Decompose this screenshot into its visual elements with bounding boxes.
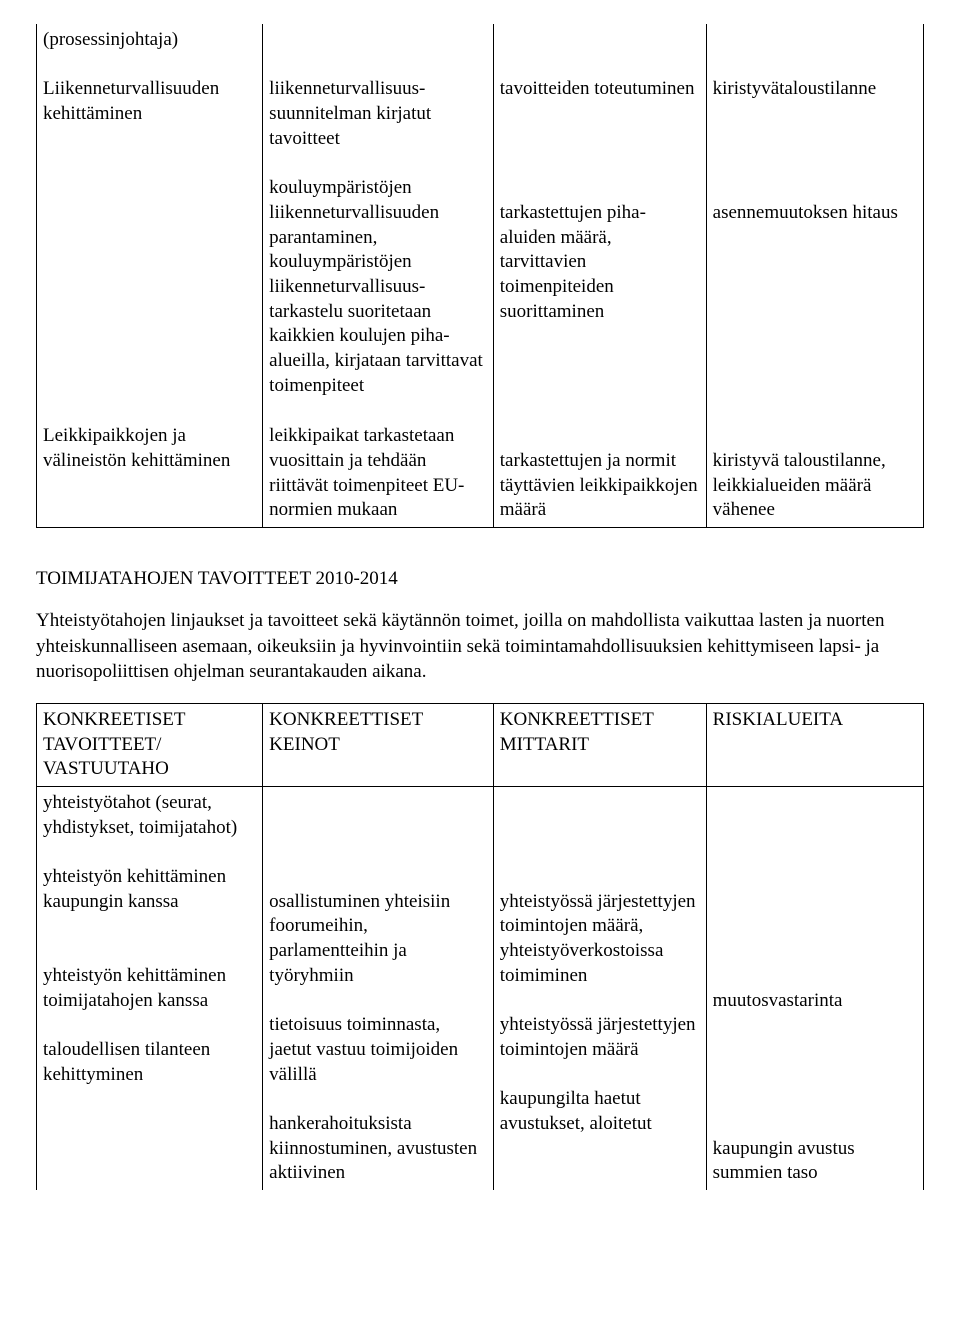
cell-text: muutosvastarinta kaupungin avustus summi…	[713, 791, 917, 1186]
table-one: (prosessinjohtaja) Liikenneturvallisuude…	[36, 24, 924, 528]
section-heading: TOIMIJATAHOJEN TAVOITTEET 2010-2014	[36, 568, 924, 590]
header-cell: RISKIALUEITA	[713, 708, 917, 733]
table-row: (prosessinjohtaja) Liikenneturvallisuude…	[37, 24, 924, 402]
cell-text: yhteistyötahot (seurat, yhdistykset, toi…	[43, 791, 256, 1087]
header-cell: KONKREETISET TAVOITTEET/ VASTUUTAHO	[43, 708, 256, 782]
table-two: KONKREETISET TAVOITTEET/ VASTUUTAHO KONK…	[36, 703, 924, 1190]
cell-text: kiristyvä taloustilanne, leikkialueiden …	[713, 424, 917, 523]
cell-text: Leikkipaikkojen ja välineistön kehittämi…	[43, 424, 256, 473]
cell-text: osallistuminen yhteisiin foorumeihin, pa…	[269, 791, 487, 1186]
header-cell: KONKREETTISET MITTARIT	[500, 708, 700, 757]
cell-text: tavoitteiden toteutuminen tarkastettujen…	[500, 28, 700, 324]
cell-text: tarkastettujen ja normit täyttävien leik…	[500, 424, 700, 523]
table-row: yhteistyötahot (seurat, yhdistykset, toi…	[37, 787, 924, 1191]
section-body: Yhteistyötahojen linjaukset ja tavoittee…	[36, 608, 924, 685]
table-row: Leikkipaikkojen ja välineistön kehittämi…	[37, 402, 924, 527]
cell-text: liikenneturvallisuus-suunnitelman kirjat…	[269, 28, 487, 398]
cell-text: leikkipaikat tarkastetaan vuosittain ja …	[269, 424, 487, 523]
header-cell: KONKREETTISET KEINOT	[269, 708, 487, 757]
table-header-row: KONKREETISET TAVOITTEET/ VASTUUTAHO KONK…	[37, 703, 924, 786]
cell-text: (prosessinjohtaja) Liikenneturvallisuude…	[43, 28, 256, 127]
cell-text: yhteistyössä järjestettyjen toimintojen …	[500, 791, 700, 1137]
cell-text: kiristyvätaloustilanne asennemuutoksen h…	[713, 28, 917, 226]
